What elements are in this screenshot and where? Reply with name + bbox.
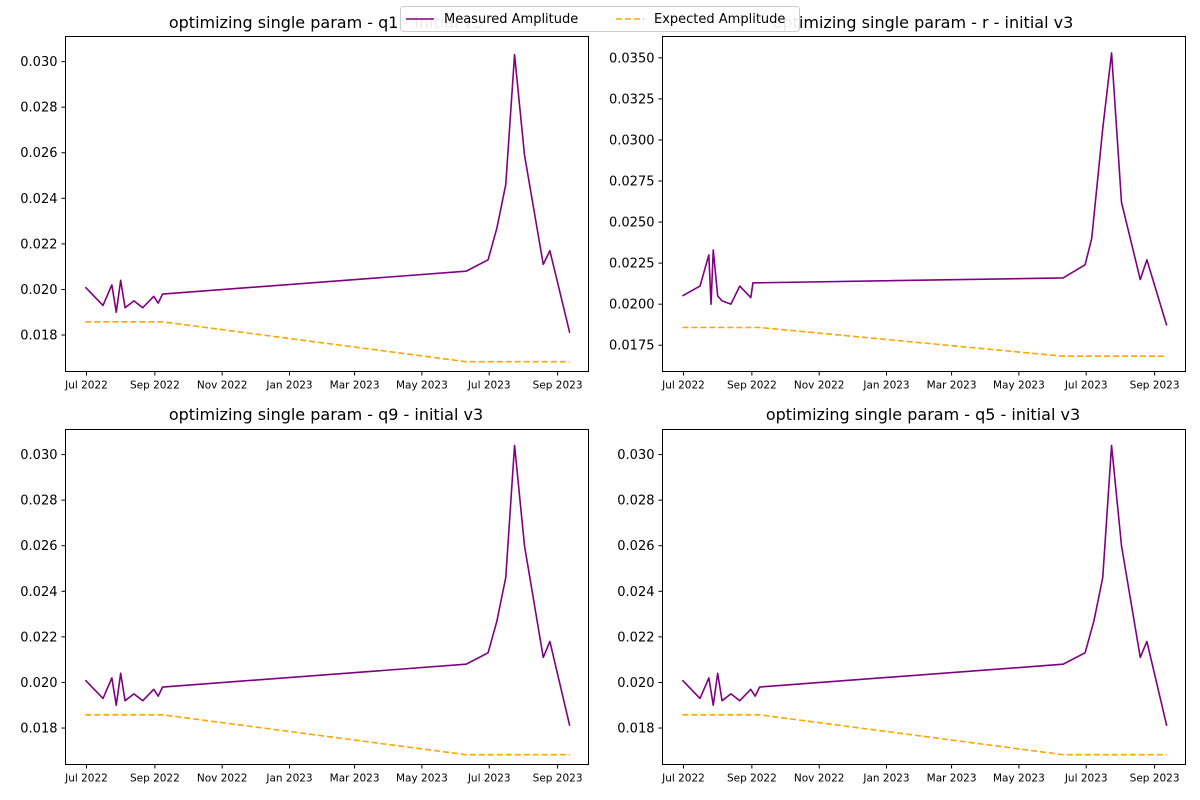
xtick-label: Sep 2022	[727, 773, 777, 785]
series-line-measured	[681, 444, 1168, 726]
xtick-label: Jan 2023	[265, 773, 312, 785]
chart-title: optimizing single param - q9 - initial v…	[169, 405, 483, 424]
ytick-label: 0.018	[20, 329, 57, 344]
plot-area	[84, 444, 571, 756]
axes-frame	[65, 36, 589, 372]
ytick-label: 0.0200	[609, 298, 655, 313]
ytick-label: 0.0325	[609, 92, 655, 107]
xtick-label: Jul 2023	[467, 380, 511, 392]
series-line-expected	[85, 321, 570, 363]
xtick-label: Nov 2022	[794, 380, 845, 392]
axes-frame	[65, 429, 589, 765]
ytick-label: 0.028	[20, 101, 57, 116]
series-line-expected	[682, 714, 1167, 756]
xtick-label: Jul 2022	[64, 773, 108, 785]
ytick-label: 0.020	[20, 676, 57, 691]
xtick-label: Jan 2023	[265, 380, 312, 392]
tick-group: Jul 2022 Sep 2022 Nov 2022 Jan 2023 Mar 2023…	[20, 448, 582, 784]
xtick-label: Sep 2023	[1130, 773, 1180, 785]
ytick-label: 0.0350	[609, 51, 655, 66]
chart-title: optimizing single param - r - initial v3	[773, 13, 1074, 32]
ytick-label: 0.018	[617, 722, 654, 737]
xtick-label: Jul 2022	[661, 380, 705, 392]
ytick-label: 0.0175	[609, 339, 655, 354]
tick-group: Jul 2022 Sep 2022 Nov 2022 Jan 2023 Mar 2023…	[617, 448, 1179, 784]
series-line-expected	[682, 326, 1167, 358]
ytick-label: 0.0300	[609, 133, 655, 148]
legend: Measured Amplitude Expected Amplitude	[400, 6, 800, 32]
xtick-label: May 2023	[396, 773, 448, 785]
plot-area	[84, 53, 571, 363]
xtick-label: Mar 2023	[927, 380, 977, 392]
tick-group: Jul 2022 Sep 2022 Nov 2022 Jan 2023 Mar 2023…	[20, 55, 582, 391]
series-line-measured	[84, 53, 571, 333]
plot-area	[681, 444, 1168, 756]
ytick-label: 0.018	[20, 722, 57, 737]
xtick-label: Jan 2023	[862, 380, 909, 392]
xtick-label: Sep 2022	[727, 380, 777, 392]
xtick-label: Jul 2023	[1064, 380, 1108, 392]
xtick-label: Jul 2023	[1064, 773, 1108, 785]
ytick-label: 0.026	[617, 539, 654, 554]
ytick-label: 0.022	[617, 630, 654, 645]
xtick-label: Mar 2023	[330, 773, 380, 785]
ytick-label: 0.0225	[609, 257, 655, 272]
ytick-label: 0.028	[617, 494, 654, 509]
xtick-label: Sep 2023	[1130, 380, 1180, 392]
xtick-label: Sep 2022	[130, 773, 180, 785]
xtick-label: Nov 2022	[197, 380, 248, 392]
xtick-label: Jul 2022	[64, 380, 108, 392]
xtick-label: Jul 2022	[661, 773, 705, 785]
plot-area	[681, 52, 1168, 358]
xtick-label: Jan 2023	[862, 773, 909, 785]
ytick-label: 0.026	[20, 146, 57, 161]
xtick-label: May 2023	[396, 380, 448, 392]
xtick-label: Nov 2022	[794, 773, 845, 785]
ytick-label: 0.030	[20, 55, 57, 70]
ytick-label: 0.030	[20, 448, 57, 463]
ytick-label: 0.022	[20, 630, 57, 645]
xtick-label: Nov 2022	[197, 773, 248, 785]
ytick-label: 0.026	[20, 539, 57, 554]
axes-frame	[662, 429, 1186, 765]
legend-label-measured: Measured Amplitude	[444, 12, 578, 27]
series-line-measured	[84, 444, 571, 726]
ytick-label: 0.0250	[609, 216, 655, 231]
ytick-label: 0.024	[20, 585, 57, 600]
ytick-label: 0.030	[617, 448, 654, 463]
subplot-q1: optimizing single param - q1 - initial v…	[20, 13, 589, 392]
ytick-label: 0.020	[20, 283, 57, 298]
tick-group: Jul 2022 Sep 2022 Nov 2022 Jan 2023 Mar 2023…	[609, 51, 1180, 391]
xtick-label: Mar 2023	[330, 380, 380, 392]
ytick-label: 0.0275	[609, 175, 655, 190]
xtick-label: May 2023	[993, 773, 1045, 785]
ytick-label: 0.024	[20, 192, 57, 207]
ytick-label: 0.022	[20, 237, 57, 252]
xtick-label: Sep 2023	[533, 380, 583, 392]
subplot-r: optimizing single param - r - initial v3…	[609, 13, 1186, 392]
xtick-label: May 2023	[993, 380, 1045, 392]
series-line-expected	[85, 714, 570, 756]
legend-label-expected: Expected Amplitude	[654, 12, 785, 27]
ytick-label: 0.028	[20, 494, 57, 509]
series-line-measured	[681, 52, 1168, 326]
chart-title: optimizing single param - q5 - initial v…	[766, 405, 1080, 424]
ytick-label: 0.020	[617, 676, 654, 691]
xtick-label: Sep 2023	[533, 773, 583, 785]
xtick-label: Jul 2023	[467, 773, 511, 785]
xtick-label: Sep 2022	[130, 380, 180, 392]
subplot-q5: optimizing single param - q5 - initial v…	[617, 405, 1186, 785]
axes-frame	[662, 36, 1186, 372]
legend-box	[400, 6, 800, 32]
xtick-label: Mar 2023	[927, 773, 977, 785]
subplot-q9: optimizing single param - q9 - initial v…	[20, 405, 589, 785]
ytick-label: 0.024	[617, 585, 654, 600]
